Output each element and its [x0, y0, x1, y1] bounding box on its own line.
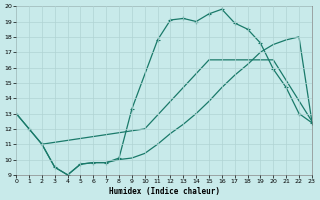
X-axis label: Humidex (Indice chaleur): Humidex (Indice chaleur): [108, 187, 220, 196]
